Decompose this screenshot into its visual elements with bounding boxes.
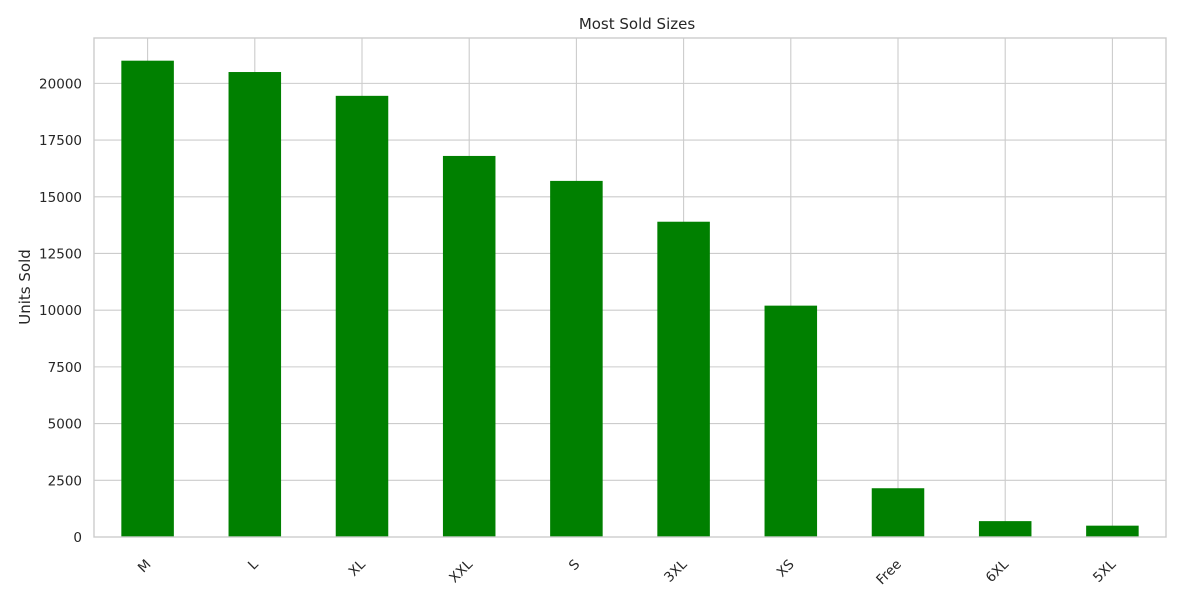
bar-3xl — [657, 221, 710, 538]
y-tick-label: 7500 — [48, 360, 82, 376]
y-tick-labels: 0 2500 5000 7500 10000 12500 15000 17500 20000 — [39, 76, 82, 546]
x-tick-label: S — [566, 557, 583, 574]
y-tick-label: 15000 — [39, 190, 82, 206]
x-tick-label: M — [135, 557, 155, 577]
bar-xl — [335, 95, 389, 538]
plot-frame — [93, 37, 1167, 538]
y-tick-label: 20000 — [39, 76, 82, 92]
x-tick-labels: M L XL XXL S 3XL XS Free 6XL 5XL — [135, 556, 1120, 588]
x-tick-label: XL — [346, 556, 370, 580]
y-tick-label: 17500 — [39, 133, 82, 149]
x-tick-label: XS — [774, 557, 798, 581]
y-tick-label: 0 — [73, 530, 82, 546]
bar-xs — [764, 305, 818, 537]
bar-m — [121, 60, 174, 537]
bar-s — [550, 180, 603, 538]
x-tick-label: L — [245, 556, 262, 573]
y-axis-label: Units Sold — [16, 249, 34, 325]
bar-l — [228, 72, 282, 537]
y-tick-label: 12500 — [39, 246, 82, 262]
bar-6xl — [978, 521, 1032, 537]
y-tick-label: 2500 — [48, 473, 82, 489]
x-tick-label: Free — [873, 557, 905, 589]
chart-title: Most Sold Sizes — [579, 15, 696, 33]
bar-xxl — [442, 155, 496, 538]
x-tick-label: 3XL — [661, 556, 691, 586]
x-tick-label: 6XL — [983, 556, 1013, 586]
x-tick-label: 5XL — [1090, 556, 1120, 586]
x-tick-label: XXL — [446, 556, 476, 586]
y-tick-label: 10000 — [39, 303, 82, 319]
y-tick-label: 5000 — [48, 417, 82, 433]
bars-layer — [121, 60, 1139, 538]
bar-free — [871, 488, 925, 537]
bar-5xl — [1086, 525, 1139, 537]
